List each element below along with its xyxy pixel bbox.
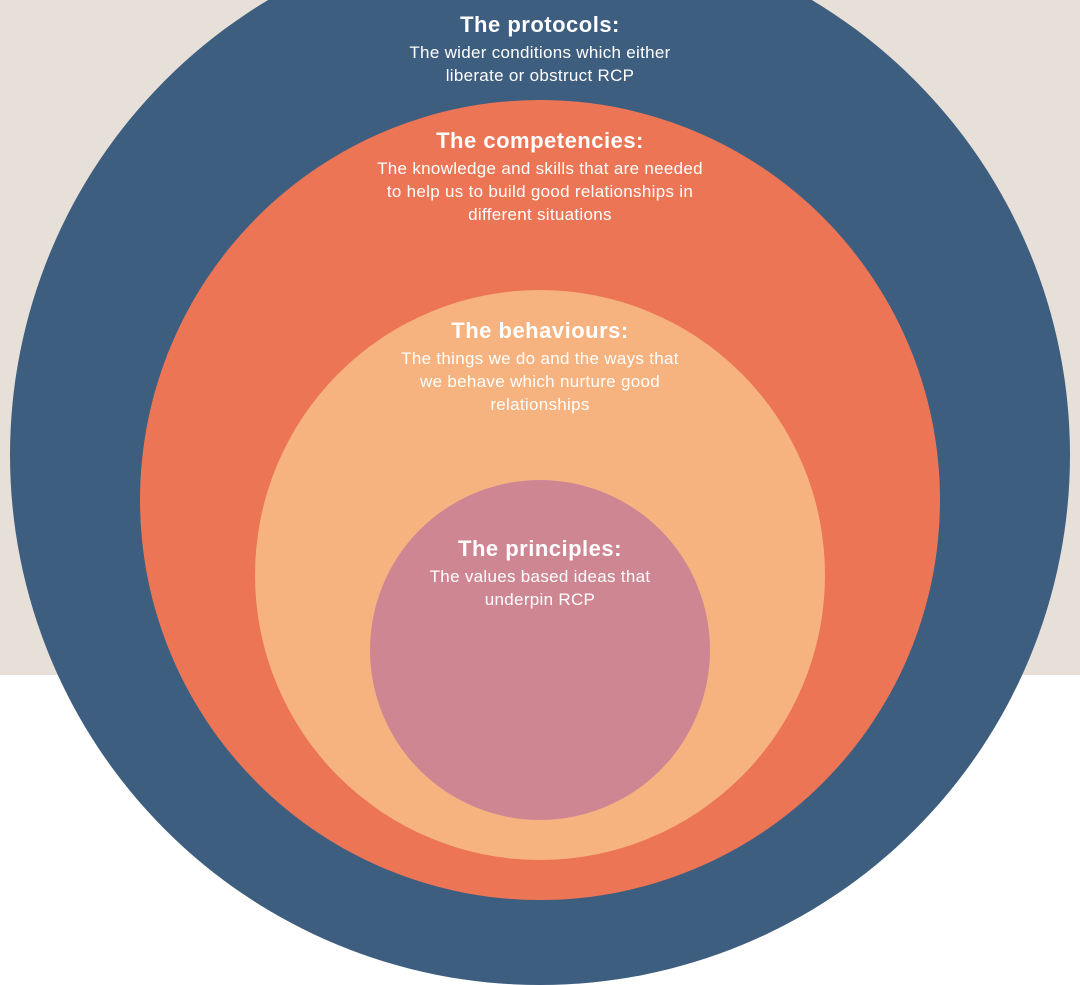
- label-desc-protocols: The wider conditions which either libera…: [280, 42, 800, 88]
- label-desc-competencies: The knowledge and skills that are needed…: [280, 158, 800, 227]
- label-title-principles: The principles:: [360, 536, 720, 562]
- label-title-competencies: The competencies:: [280, 128, 800, 154]
- label-title-behaviours: The behaviours:: [310, 318, 770, 344]
- label-desc-principles: The values based ideas that underpin RCP: [360, 566, 720, 612]
- label-principles: The principles: The values based ideas th…: [360, 536, 720, 612]
- label-protocols: The protocols: The wider conditions which…: [280, 12, 800, 88]
- label-title-protocols: The protocols:: [280, 12, 800, 38]
- diagram-canvas: The protocols: The wider conditions which…: [0, 0, 1080, 675]
- ring-principles: [370, 480, 710, 820]
- label-desc-behaviours: The things we do and the ways that we be…: [310, 348, 770, 417]
- label-behaviours: The behaviours: The things we do and the …: [310, 318, 770, 417]
- label-competencies: The competencies: The knowledge and skill…: [280, 128, 800, 227]
